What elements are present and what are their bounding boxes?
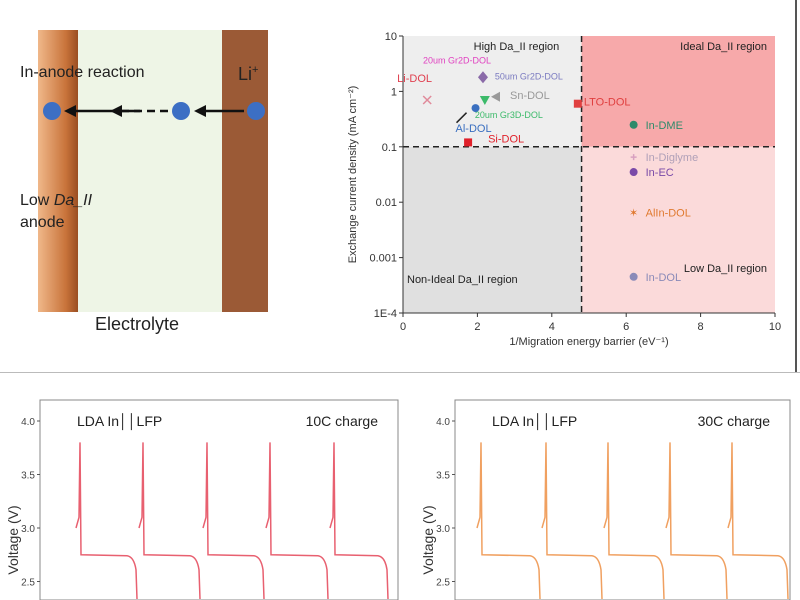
anode-label-text: anode: [20, 214, 65, 231]
y-tick-label: 10: [385, 31, 397, 43]
point-marker: [479, 95, 490, 105]
anode-label: Low Da_II anode: [20, 190, 92, 234]
point-label: LTO-DOL: [584, 97, 631, 109]
x-axis-label: 1/Migration energy barrier (eV⁻¹): [509, 336, 668, 348]
reaction-label: In-anode reaction: [20, 64, 145, 81]
y-axis-label: Voltage (V): [420, 505, 436, 574]
y-tick-label: 0.001: [369, 253, 397, 265]
point-label: 20um Gr3D-DOL: [475, 110, 543, 120]
scatter-chart: 0 2 4 6 8 10 1E-4 0.001 0.01 0.1 1 10 1/Migration en…: [347, 31, 781, 348]
ion-transport-diagram: [43, 102, 265, 120]
y-tick-label: 4.0: [21, 417, 35, 428]
point-marker: [573, 99, 582, 108]
point-marker: [477, 71, 488, 84]
y-tick-label: 4.0: [436, 417, 450, 428]
voltage-curve-cycle: [603, 442, 665, 600]
region-label: Low Da_II region: [684, 263, 767, 275]
point-label: In-Diglyme: [646, 152, 699, 164]
cathode-bar: [222, 30, 268, 312]
point-label: In-DME: [646, 120, 683, 132]
plot-frame: [454, 399, 791, 600]
figure-border-right: [795, 0, 797, 372]
electrolyte-region: [78, 30, 222, 312]
chart-annotation: 30C charge: [698, 413, 771, 429]
point-label: Sn-DOL: [510, 90, 550, 102]
y-tick-label: 2.5: [21, 578, 35, 589]
point-marker: [629, 272, 638, 281]
anode-label-text: Low: [20, 192, 50, 209]
point-marker: [464, 138, 473, 147]
y-tick-label: 3.5: [21, 471, 35, 482]
point-label: Si-DOL: [488, 133, 524, 145]
chart-annotation: 10C charge: [306, 413, 379, 429]
chart-title: LDA In││LFP: [492, 413, 577, 431]
y-tick-label: 2.5: [436, 578, 450, 589]
region-label: Ideal Da_II region: [680, 41, 767, 53]
point-label: Al-DOL: [456, 123, 492, 135]
point-marker: ✶: [629, 208, 638, 220]
ion-label: Li+: [238, 64, 258, 85]
point-marker: [491, 91, 500, 102]
region-0: [403, 36, 582, 147]
chart-title: LDA In││LFP: [77, 413, 162, 431]
electrolyte-label: Electrolyte: [95, 314, 180, 334]
y-tick-label: 3.5: [436, 471, 450, 482]
voltage-curve-cycle: [75, 442, 138, 600]
x-tick-label: 2: [474, 321, 480, 333]
ion-circle: [247, 102, 265, 120]
region-1: [581, 36, 775, 147]
solid-arrow-icon: [194, 105, 244, 117]
voltage-curve-cycle: [727, 442, 789, 600]
point-label: 20um Gr2D-DOL: [423, 55, 491, 65]
y-tick-label: 1: [391, 86, 397, 98]
point-label: Li-DOL: [397, 73, 432, 85]
point-label: In-EC: [646, 167, 674, 179]
ion-charge: +: [252, 64, 259, 76]
x-tick-label: 0: [400, 321, 406, 333]
voltage-curve-cycle: [541, 442, 603, 600]
y-tick-label: 0.01: [376, 197, 397, 209]
anode-label-italic: Da_II: [53, 192, 93, 209]
ion-circle: [172, 102, 190, 120]
voltage-curve-cycle: [202, 442, 265, 600]
x-tick-label: 4: [549, 321, 555, 333]
plot-frame: [39, 399, 399, 600]
point-marker: [629, 120, 638, 129]
region-3: [581, 146, 775, 313]
y-tick-label: 3.0: [21, 524, 35, 535]
y-tick-label: 3.0: [436, 524, 450, 535]
figure-divider: [0, 372, 800, 373]
x-tick-label: 8: [698, 321, 704, 333]
region-label: Non-Ideal Da_II region: [407, 274, 518, 286]
y-tick-label: 0.1: [382, 142, 397, 154]
point-marker: [471, 104, 480, 113]
ion-symbol: Li: [238, 64, 253, 84]
point-label: 50um Gr2D-DOL: [495, 72, 563, 82]
ion-circle: [43, 102, 61, 120]
dashed-arrow-icon: [110, 105, 168, 117]
voltage-curve-cycle: [329, 442, 389, 600]
point-label: AlIn-DOL: [646, 208, 691, 220]
y-tick-label: 1E-4: [374, 308, 397, 320]
voltage-curve-cycle: [265, 442, 329, 600]
x-tick-label: 6: [623, 321, 629, 333]
y-axis-label: Exchange current density (mA cm⁻²): [347, 86, 359, 264]
point-marker: [422, 95, 432, 105]
anode-bar: [38, 30, 78, 312]
region-label: High Da_II region: [474, 41, 560, 53]
point-marker: [629, 168, 638, 177]
y-axis-label: Voltage (V): [5, 505, 21, 574]
point-marker: [630, 154, 637, 161]
region-2: [403, 146, 582, 313]
voltage-curve-cycle: [138, 442, 201, 600]
voltage-curve-cycle: [665, 442, 728, 600]
pointer-arrow-icon: [455, 112, 468, 124]
x-tick-label: 10: [769, 321, 781, 333]
point-label: In-DOL: [646, 272, 681, 284]
voltage-curve-cycle: [476, 442, 541, 600]
